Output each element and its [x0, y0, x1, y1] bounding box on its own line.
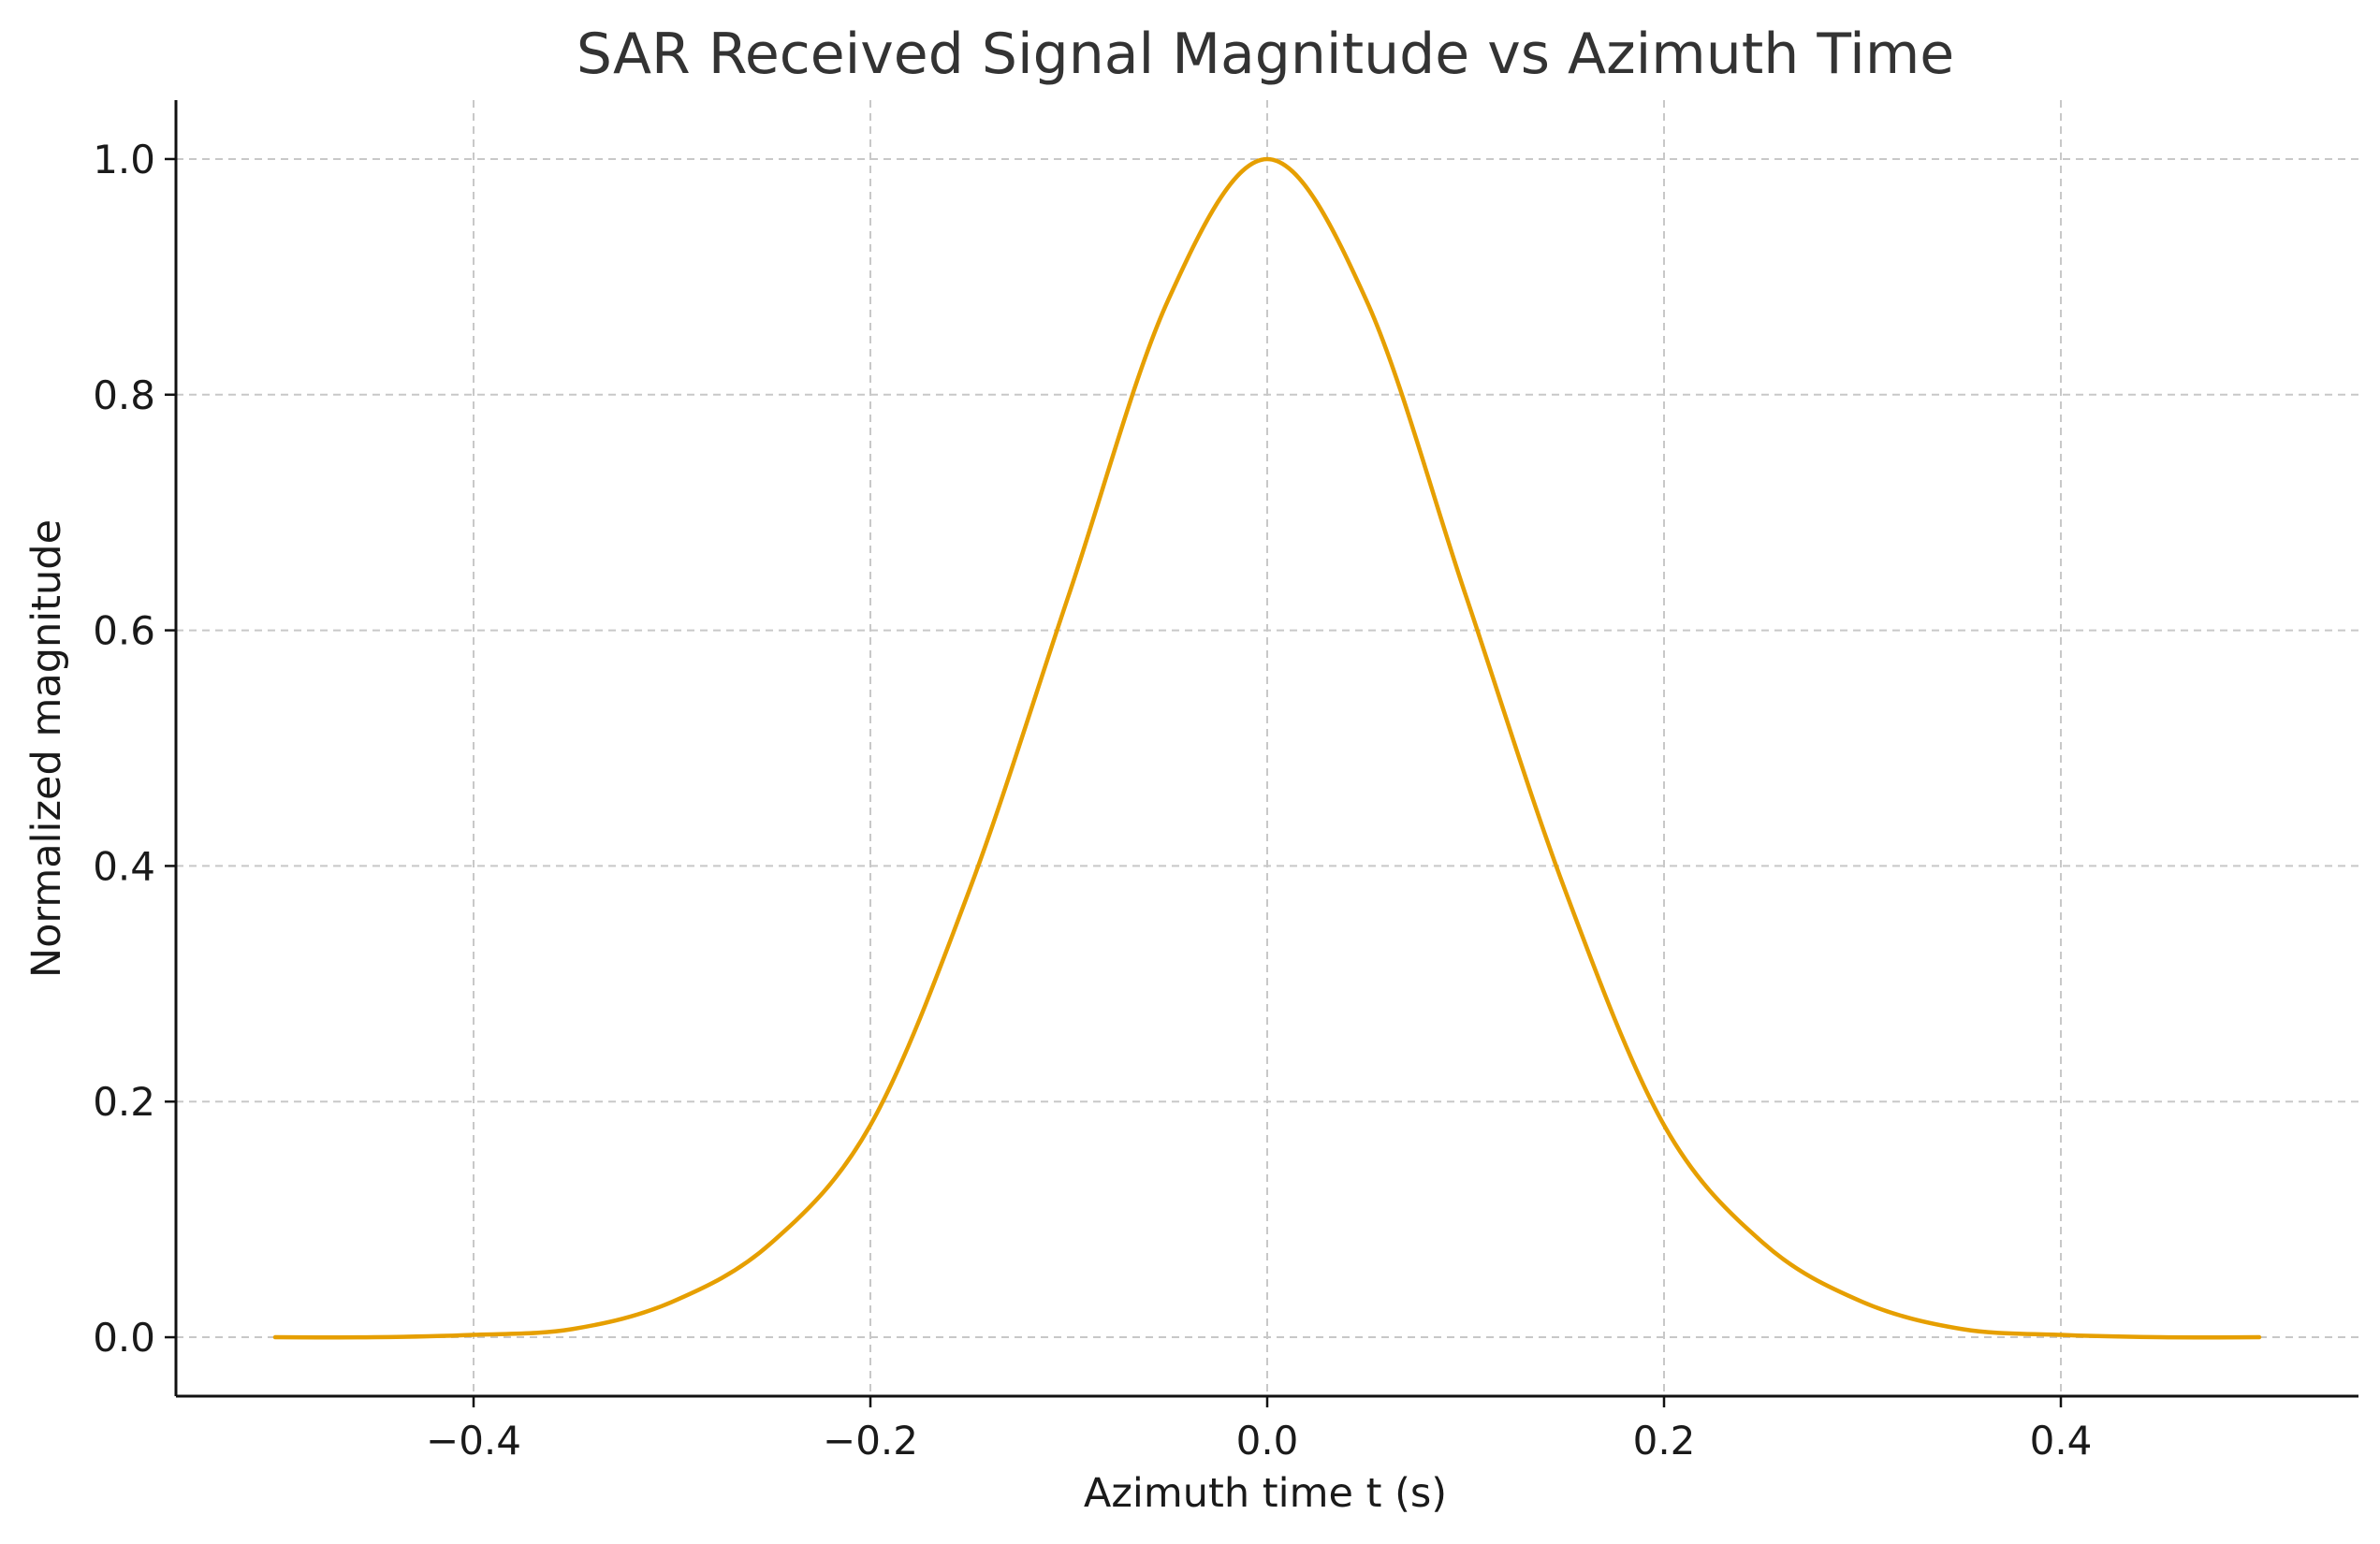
x-tick-label: 0.4 [2030, 1418, 2093, 1464]
y-tick-label: 0.4 [93, 843, 155, 889]
y-tick-label: 0.0 [93, 1315, 155, 1361]
y-tick-label: 0.6 [93, 608, 155, 654]
x-tick-label: 0.2 [1633, 1418, 1696, 1464]
y-tick-label: 0.8 [93, 372, 155, 418]
x-ticks: −0.4 −0.2 0.0 0.2 0.4 [426, 1396, 2092, 1464]
x-tick-label: −0.4 [426, 1418, 521, 1464]
y-tick-label: 0.2 [93, 1079, 155, 1125]
y-tick-label: 1.0 [93, 137, 155, 182]
series-layer [272, 156, 2262, 1340]
grid [176, 100, 2358, 1396]
x-tick-label: 0.0 [1236, 1418, 1299, 1464]
y-axis-label: Normalized magnitude [23, 519, 70, 978]
x-axis-label: Azimuth time t (s) [1084, 1470, 1447, 1517]
series-line [272, 156, 2262, 1340]
y-ticks: 0.0 0.2 0.4 0.6 0.8 1.0 [93, 137, 176, 1361]
chart-title: SAR Received Signal Magnitude vs Azimuth… [577, 22, 1954, 87]
x-tick-label: −0.2 [823, 1418, 918, 1464]
